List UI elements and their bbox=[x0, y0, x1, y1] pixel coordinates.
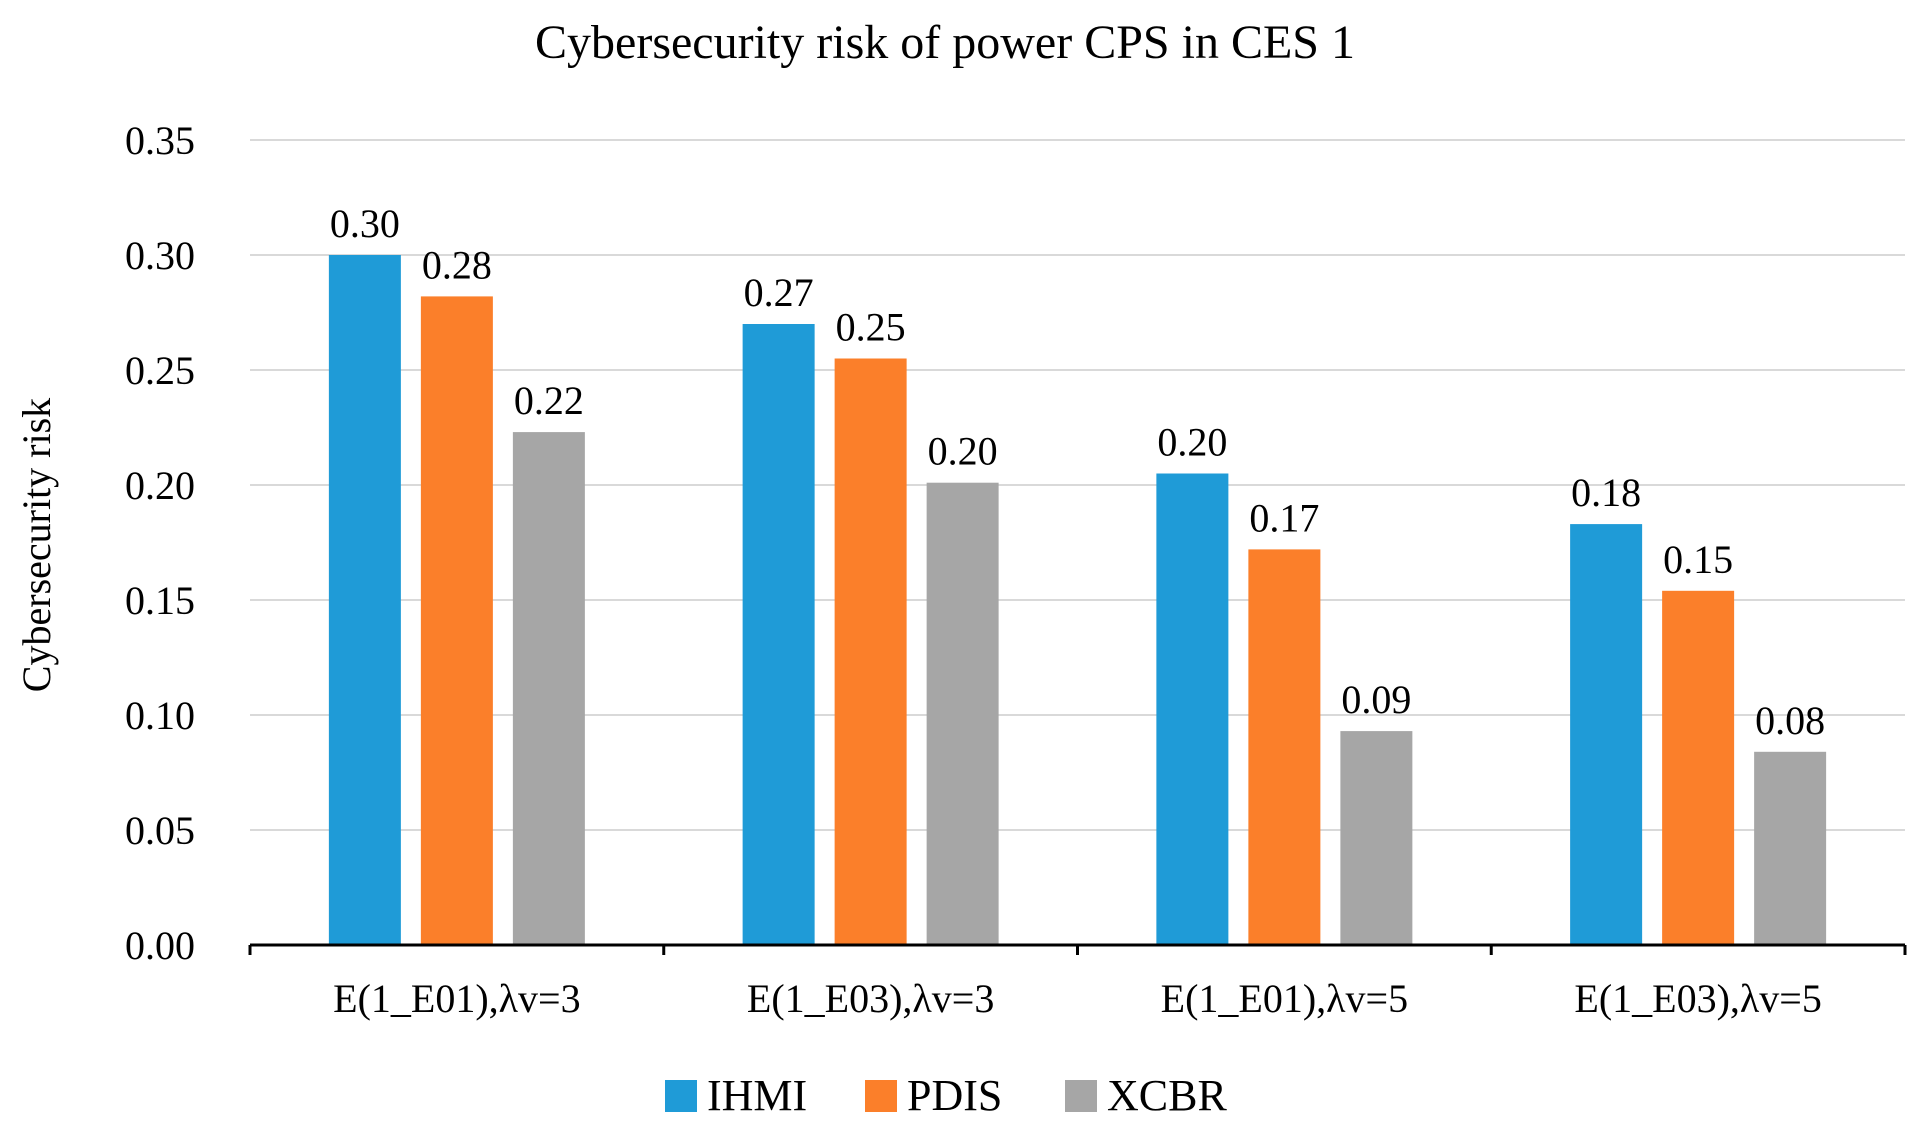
bar bbox=[1340, 731, 1413, 945]
data-label: 0.08 bbox=[1755, 698, 1825, 743]
x-category-label: E(1_E01),λv=5 bbox=[1161, 976, 1408, 1021]
bar bbox=[834, 358, 907, 945]
bar bbox=[1156, 473, 1229, 945]
data-labels: 0.30 0.28 0.22 0.27 0.25 0.20 0.20 0.17 0.09 0.18… bbox=[330, 201, 1825, 743]
y-tick-label: 0.35 bbox=[125, 118, 195, 163]
y-tick-label: 0.20 bbox=[125, 463, 195, 508]
bar bbox=[742, 324, 815, 945]
legend-label: PDIS bbox=[907, 1071, 1002, 1120]
y-tick-label: 0.00 bbox=[125, 923, 195, 968]
data-label: 0.09 bbox=[1341, 677, 1411, 722]
bar bbox=[1248, 549, 1321, 945]
data-label: 0.18 bbox=[1571, 470, 1641, 515]
bar bbox=[328, 255, 401, 945]
y-tick-label: 0.15 bbox=[125, 578, 195, 623]
bars bbox=[328, 255, 1827, 946]
data-label: 0.22 bbox=[514, 378, 584, 423]
y-tick-label: 0.30 bbox=[125, 233, 195, 278]
data-label: 0.15 bbox=[1663, 537, 1733, 582]
x-category-label: E(1_E03),λv=5 bbox=[1574, 976, 1821, 1021]
legend-swatch bbox=[1065, 1080, 1097, 1112]
category-labels: E(1_E01),λv=3 E(1_E03),λv=3 E(1_E01),λv=5 E… bbox=[333, 976, 1822, 1021]
bar bbox=[512, 432, 585, 946]
y-tick-label: 0.10 bbox=[125, 693, 195, 738]
y-axis-ticks: 0.00 0.05 0.10 0.15 0.20 0.25 0.30 0.35 bbox=[125, 118, 195, 968]
data-label: 0.27 bbox=[744, 270, 814, 315]
data-label: 0.17 bbox=[1249, 495, 1319, 540]
bar bbox=[926, 482, 999, 945]
gridlines bbox=[250, 139, 1905, 831]
legend: IHMI PDIS XCBR bbox=[665, 1071, 1227, 1120]
x-axis bbox=[248, 943, 1907, 955]
x-category-label: E(1_E01),λv=3 bbox=[333, 976, 580, 1021]
x-category-label: E(1_E03),λv=3 bbox=[747, 976, 994, 1021]
legend-swatch bbox=[865, 1080, 897, 1112]
legend-swatch bbox=[665, 1080, 697, 1112]
data-label: 0.20 bbox=[928, 429, 998, 474]
data-label: 0.28 bbox=[422, 242, 492, 287]
data-label: 0.30 bbox=[330, 201, 400, 246]
bar bbox=[1570, 524, 1643, 945]
bar bbox=[420, 296, 493, 945]
legend-label: IHMI bbox=[707, 1071, 807, 1120]
bar bbox=[1662, 590, 1735, 945]
y-tick-label: 0.25 bbox=[125, 348, 195, 393]
data-label: 0.25 bbox=[836, 305, 906, 350]
data-label: 0.20 bbox=[1157, 420, 1227, 465]
legend-label: XCBR bbox=[1107, 1071, 1227, 1120]
y-axis-label: Cybersecurity risk bbox=[14, 398, 59, 692]
bar bbox=[1754, 751, 1827, 945]
y-tick-label: 0.05 bbox=[125, 808, 195, 853]
chart-title: Cybersecurity risk of power CPS in CES 1 bbox=[535, 16, 1355, 69]
